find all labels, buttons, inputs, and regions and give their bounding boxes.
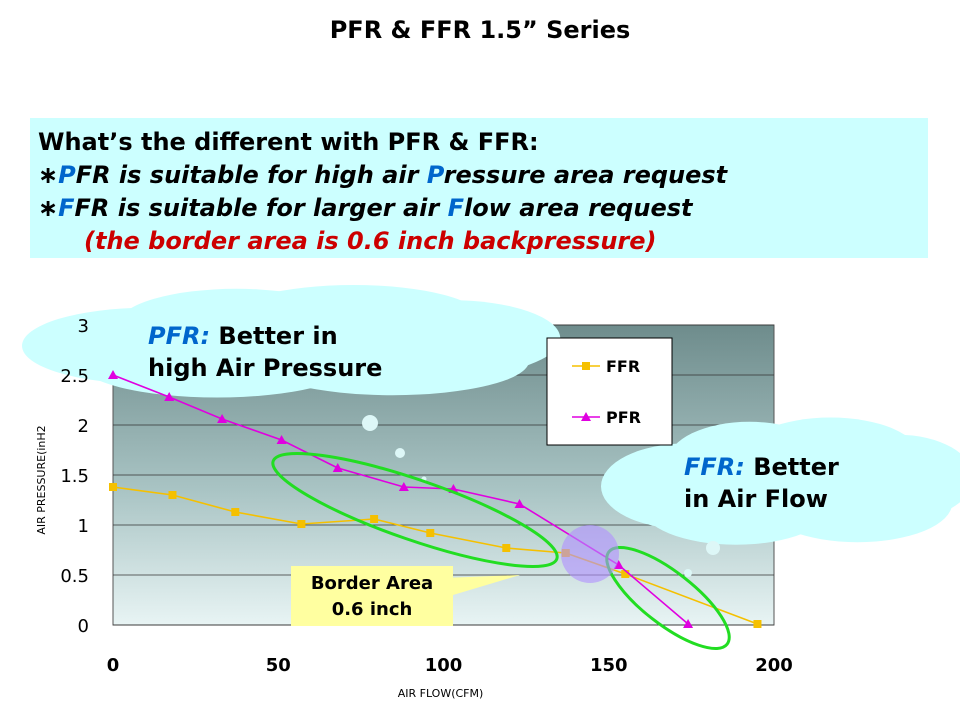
ffr-callout-cloud [601, 417, 960, 545]
y-tick-label: 3 [78, 316, 89, 337]
data-point-pfr [514, 499, 525, 508]
asterisk-icon: ∗ [38, 161, 59, 189]
highlight-letter: F [447, 194, 464, 222]
highlight-letter: P [426, 161, 444, 189]
data-point-pfr [276, 435, 287, 444]
data-point-pfr [332, 463, 343, 472]
bubble-icon [362, 415, 378, 431]
pfr-callout-line1: Better in [210, 322, 338, 350]
info-heading: What’s the different with PFR & FFR: [38, 128, 539, 156]
asterisk-icon: ∗ [38, 194, 59, 222]
data-point-pfr [613, 560, 624, 569]
data-point-ffr [297, 520, 306, 528]
border-callout-pointer [443, 575, 520, 598]
data-point-ffr [168, 491, 177, 499]
data-point-pfr [164, 392, 175, 401]
info-line-ffr: ∗FFR is suitable for larger air Flow are… [38, 192, 928, 225]
legend-label-ffr: FFR [606, 357, 640, 376]
data-point-ffr [370, 515, 379, 523]
bubble-icon [395, 448, 405, 458]
info-text: FR is suitable for high air [75, 161, 427, 189]
info-text: low area request [463, 194, 693, 222]
border-area-box: Border Area 0.6 inch [291, 566, 453, 626]
data-point-ffr [502, 544, 511, 552]
pfr-callout-line2: high Air Pressure [148, 354, 383, 382]
ffr-callout-line1: Better [744, 453, 839, 481]
info-line-border: (the border area is 0.6 inch backpressur… [84, 227, 657, 255]
data-point-pfr [217, 414, 228, 423]
pfr-callout-text: PFR: Better in high Air Pressure [148, 320, 382, 384]
data-point-ffr [231, 508, 240, 516]
x-tick-label: 100 [425, 655, 463, 676]
legend-box [546, 337, 673, 446]
data-point-ffr [753, 620, 762, 628]
y-tick-label: 1.5 [60, 466, 89, 487]
y-axis-label: AIR PRESSURE(inH2 [35, 425, 48, 534]
x-tick-label: 150 [590, 655, 628, 676]
x-tick-label: 0 [107, 655, 120, 676]
data-point-ffr [109, 483, 117, 491]
border-area-line1: Border Area [310, 573, 434, 594]
ffr-callout-line2: in Air Flow [684, 485, 828, 513]
y-tick-label: 0.5 [60, 566, 89, 587]
crossover-circle [561, 525, 619, 583]
info-box: What’s the different with PFR & FFR: ∗PF… [30, 118, 928, 258]
data-point-pfr [108, 370, 118, 379]
bubble-icon [706, 541, 720, 555]
data-point-pfr [683, 619, 694, 628]
info-line-pfr: ∗PFR is suitable for high air Pressure a… [38, 159, 928, 192]
highlight-letter: F [58, 194, 75, 222]
data-point-ffr [621, 570, 630, 578]
x-tick-label: 200 [755, 655, 793, 676]
info-text: FR is suitable for larger air [74, 194, 448, 222]
data-point-pfr [398, 482, 409, 491]
highlight-letter: P [58, 161, 76, 189]
y-tick-label: 2.5 [60, 366, 89, 387]
legend: FFR PFR [546, 337, 673, 446]
border-area-line2: 0.6 inch [331, 599, 413, 620]
ffr-callout-key: FFR: [684, 453, 745, 481]
y-tick-label: 2 [78, 416, 89, 437]
legend-triangle-icon [581, 412, 591, 421]
y-tick-label: 0 [78, 616, 89, 637]
y-tick-label: 1 [78, 516, 89, 537]
legend-label-pfr: PFR [606, 408, 641, 427]
legend-square-icon [582, 362, 590, 370]
pfr-highlight-ellipse [271, 452, 559, 568]
bubble-icon [684, 569, 692, 577]
x-tick-label: 50 [266, 655, 291, 676]
ffr-callout-text: FFR: Better in Air Flow [684, 451, 839, 515]
info-text: ressure area request [443, 161, 728, 189]
page-title: PFR & FFR 1.5” Series [329, 16, 631, 44]
data-point-ffr [426, 529, 435, 537]
pfr-callout-key: PFR: [148, 322, 211, 350]
pfr-callout-cloud [22, 285, 561, 398]
x-axis-label: AIR FLOW(CFM) [398, 687, 484, 700]
